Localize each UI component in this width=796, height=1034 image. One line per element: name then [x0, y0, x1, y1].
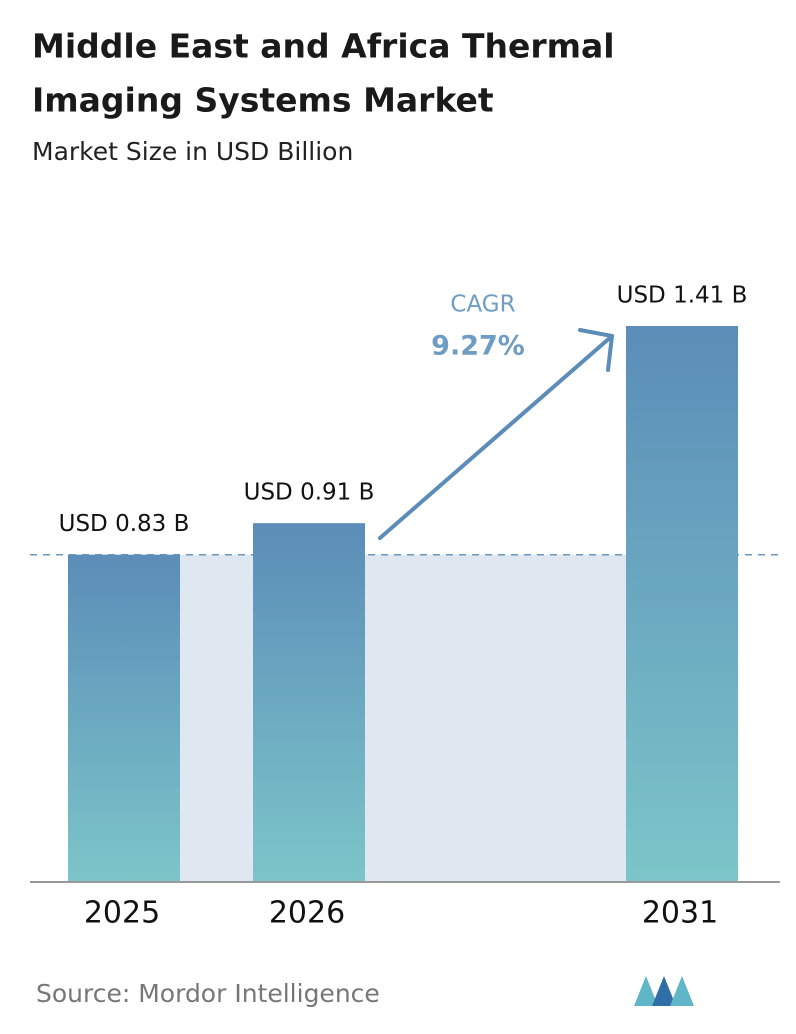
source: Source: Mordor Intelligence — [36, 979, 380, 1008]
x-tick-label: 2026 — [269, 896, 345, 931]
cagr-arrowhead — [578, 328, 614, 372]
chart-title: Middle East and Africa Thermal — [32, 27, 615, 66]
cagr-arrow — [378, 334, 614, 540]
logo — [634, 976, 694, 1006]
chart-subtitle: Market Size in USD Billion — [32, 137, 353, 166]
chart-title: Imaging Systems Market — [32, 81, 494, 120]
value-label: USD 1.41 B — [617, 283, 748, 309]
x-tick-label: 2031 — [642, 896, 718, 931]
cagr-title: CAGR — [450, 292, 515, 318]
bar — [626, 326, 738, 882]
cagr-value: 9.27% — [431, 331, 525, 362]
value-label: USD 0.83 B — [59, 511, 190, 537]
bar — [68, 554, 180, 882]
value-label: USD 0.91 B — [244, 480, 375, 506]
bar — [253, 523, 365, 882]
x-tick-label: 2025 — [84, 896, 160, 931]
